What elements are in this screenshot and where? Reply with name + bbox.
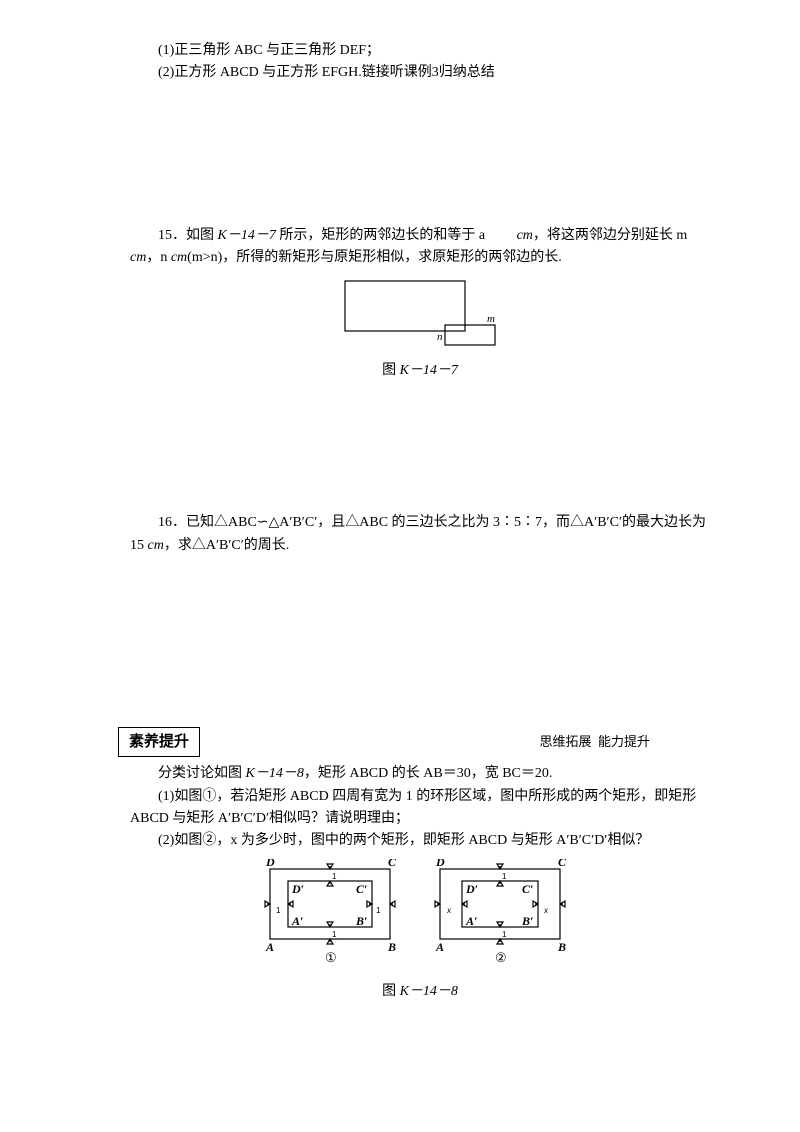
q15-after-n: (m>n)，所得的新矩形与原矩形相似，求原矩形的两邻边的长.	[187, 250, 562, 265]
label-Cp: C′	[356, 882, 367, 896]
figure-k-14-7: m n	[130, 276, 710, 356]
label-C: C	[388, 859, 397, 869]
label-D: D	[265, 859, 275, 869]
q15-cm1: cm	[517, 228, 533, 243]
circ1: ①	[325, 950, 337, 965]
label-Bp2: B′	[521, 914, 533, 928]
q17-line1-prefix: 分类讨论如图	[158, 766, 242, 781]
intro-line2: (2)正方形 ABCD 与正方形 EFGH.链接听课例3归纳总结	[130, 62, 710, 84]
label-n: n	[437, 331, 443, 343]
q17-figref: K－14－8	[246, 766, 304, 781]
label-Dp: D′	[291, 882, 304, 896]
figcap15-ref: K－14－7	[400, 363, 458, 378]
figure-k-14-8: D C A B D′ C′ A′ B′ 1 1	[130, 859, 710, 977]
figure-k-14-8-caption: 图 K－14－8	[130, 981, 710, 1003]
num1-left: 1	[276, 906, 281, 915]
label-A2: A	[435, 940, 444, 954]
num1-right: 1	[376, 906, 381, 915]
q16-text: 16．已知△ABC∽△A′B′C′，且△ABC 的三边长之比为 3∶5∶7，而△…	[130, 512, 710, 557]
x-left: x	[446, 906, 452, 915]
q15-text: 15．如图 K－14－7 所示，矩形的两邻边长的和等于 a cm，将这两邻边分别…	[130, 225, 710, 270]
intro-line1: (1)正三角形 ABC 与正三角形 DEF；	[130, 40, 710, 62]
banner-title: 素养提升	[118, 727, 200, 757]
q15-between: ，n	[146, 250, 171, 265]
section-banner: 素养提升 思维拓展 能力提升	[118, 727, 710, 757]
label-Ap: A′	[291, 914, 303, 928]
q15-after-a: ，将这两邻边分别延长 m	[533, 228, 687, 243]
q15-cm2: cm	[130, 250, 146, 265]
figcap17-ref: K－14－8	[400, 984, 458, 999]
label-B: B	[387, 940, 396, 954]
q15-figref: K－14－7	[218, 228, 276, 243]
q16-tail: ，求△A′B′C′的周长.	[164, 538, 289, 553]
num1-top2: 1	[502, 872, 507, 881]
x-right: x	[543, 906, 549, 915]
spacer	[130, 85, 710, 225]
label-Dp2: D′	[465, 882, 478, 896]
num1-bottom2: 1	[502, 930, 507, 939]
q17-line2: (1)如图①，若沿矩形 ABCD 四周有宽为 1 的环形区域，图中所形成的两个矩…	[130, 786, 710, 831]
q15-middle: 所示，矩形的两邻边长的和等于 a	[279, 228, 513, 243]
q15-cm3: cm	[171, 250, 187, 265]
q17-line1: 分类讨论如图 K－14－8，矩形 ABCD 的长 AB＝30，宽 BC＝20.	[130, 763, 710, 785]
spacer	[130, 557, 710, 707]
label-A: A	[265, 940, 274, 954]
label-m: m	[487, 313, 495, 325]
banner-note: 思维拓展 能力提升	[200, 732, 710, 753]
spacer	[130, 392, 710, 512]
label-Bp: B′	[355, 914, 367, 928]
label-D2: D	[435, 859, 445, 869]
q17-line3: (2)如图②，x 为多少时，图中的两个矩形，即矩形 ABCD 与矩形 A′B′C…	[130, 830, 710, 852]
circ2: ②	[495, 950, 507, 965]
label-Ap2: A′	[465, 914, 477, 928]
label-C2: C	[558, 859, 567, 869]
q16-cm: cm	[148, 538, 164, 553]
page-content: (1)正三角形 ABC 与正三角形 DEF； (2)正方形 ABCD 与正方形 …	[0, 0, 800, 1053]
figure-k-14-7-caption: 图 K－14－7	[130, 360, 710, 382]
label-Cp2: C′	[522, 882, 533, 896]
num1-top: 1	[332, 872, 337, 881]
q15-prefix: 15．如图	[158, 228, 214, 243]
num1-bottom: 1	[332, 930, 337, 939]
label-B2: B	[557, 940, 566, 954]
q17-line1-tail: ，矩形 ABCD 的长 AB＝30，宽 BC＝20.	[304, 766, 553, 781]
